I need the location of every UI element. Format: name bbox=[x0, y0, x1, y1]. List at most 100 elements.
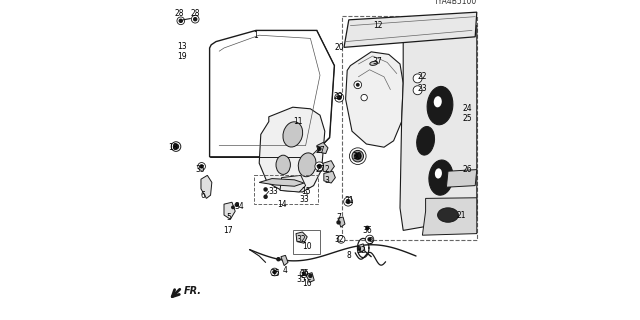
Text: 2: 2 bbox=[324, 165, 329, 174]
Circle shape bbox=[172, 142, 181, 151]
Ellipse shape bbox=[427, 86, 453, 125]
Ellipse shape bbox=[276, 155, 291, 174]
Circle shape bbox=[300, 270, 308, 277]
Text: 35: 35 bbox=[300, 269, 310, 278]
Circle shape bbox=[264, 195, 268, 199]
Text: 26: 26 bbox=[462, 165, 472, 174]
Bar bbox=[292, 230, 320, 254]
Circle shape bbox=[413, 74, 422, 83]
Polygon shape bbox=[324, 171, 335, 183]
Polygon shape bbox=[224, 202, 236, 219]
Circle shape bbox=[413, 86, 422, 95]
Polygon shape bbox=[422, 198, 477, 235]
Text: 31: 31 bbox=[344, 196, 354, 205]
Text: 14: 14 bbox=[276, 200, 287, 209]
Text: 33: 33 bbox=[300, 196, 310, 204]
Text: TYA4B5100: TYA4B5100 bbox=[433, 0, 477, 6]
Polygon shape bbox=[280, 175, 306, 192]
Text: 32: 32 bbox=[356, 246, 367, 255]
Text: 35: 35 bbox=[296, 276, 306, 284]
Circle shape bbox=[365, 226, 370, 230]
Text: 33: 33 bbox=[269, 188, 278, 196]
Circle shape bbox=[308, 274, 312, 278]
Circle shape bbox=[352, 150, 364, 162]
Circle shape bbox=[354, 152, 362, 160]
Polygon shape bbox=[323, 161, 334, 173]
Text: 32: 32 bbox=[296, 235, 306, 244]
Polygon shape bbox=[296, 232, 307, 243]
Circle shape bbox=[234, 203, 239, 207]
Text: 24: 24 bbox=[462, 104, 472, 113]
Ellipse shape bbox=[283, 122, 303, 147]
Text: FR.: FR. bbox=[184, 286, 202, 296]
Text: 7: 7 bbox=[337, 213, 342, 222]
Text: 23: 23 bbox=[417, 84, 428, 93]
Polygon shape bbox=[344, 12, 477, 47]
Text: 9: 9 bbox=[369, 237, 374, 246]
Text: 37: 37 bbox=[372, 57, 382, 66]
Text: 10: 10 bbox=[302, 242, 312, 251]
Text: 19: 19 bbox=[177, 52, 187, 61]
Text: 12: 12 bbox=[373, 21, 382, 30]
Text: 34: 34 bbox=[234, 202, 244, 211]
Polygon shape bbox=[306, 273, 314, 282]
Circle shape bbox=[317, 164, 322, 169]
Text: 36: 36 bbox=[362, 226, 372, 235]
Circle shape bbox=[315, 162, 324, 171]
Circle shape bbox=[367, 237, 372, 242]
Text: 4: 4 bbox=[282, 266, 287, 275]
Text: 17: 17 bbox=[223, 226, 233, 235]
Text: 3: 3 bbox=[324, 176, 329, 185]
Text: 25: 25 bbox=[462, 114, 472, 123]
Circle shape bbox=[339, 237, 344, 242]
Circle shape bbox=[264, 187, 268, 192]
Polygon shape bbox=[338, 217, 345, 227]
Circle shape bbox=[357, 247, 361, 251]
Circle shape bbox=[177, 17, 185, 25]
Circle shape bbox=[231, 205, 235, 209]
Text: 11: 11 bbox=[293, 117, 302, 126]
Text: 1: 1 bbox=[253, 31, 259, 40]
Polygon shape bbox=[201, 175, 212, 198]
Circle shape bbox=[346, 199, 351, 204]
Text: 27: 27 bbox=[315, 146, 325, 155]
Text: 28: 28 bbox=[191, 9, 200, 18]
Circle shape bbox=[193, 17, 197, 21]
Circle shape bbox=[179, 19, 183, 23]
Circle shape bbox=[356, 83, 360, 87]
Circle shape bbox=[415, 76, 420, 81]
Circle shape bbox=[302, 271, 307, 276]
Ellipse shape bbox=[434, 96, 442, 107]
Circle shape bbox=[335, 93, 344, 102]
Polygon shape bbox=[281, 255, 288, 266]
Circle shape bbox=[415, 88, 420, 93]
Polygon shape bbox=[358, 244, 365, 252]
Bar bbox=[342, 16, 477, 240]
Text: 22: 22 bbox=[418, 72, 427, 81]
Circle shape bbox=[354, 81, 362, 89]
Ellipse shape bbox=[298, 153, 316, 177]
Text: 35: 35 bbox=[270, 269, 280, 278]
Text: 35: 35 bbox=[195, 165, 205, 174]
Text: 18: 18 bbox=[168, 143, 177, 152]
Polygon shape bbox=[317, 142, 328, 154]
Circle shape bbox=[337, 236, 345, 243]
Ellipse shape bbox=[438, 208, 458, 222]
Circle shape bbox=[337, 220, 341, 225]
Circle shape bbox=[276, 257, 280, 261]
Circle shape bbox=[361, 94, 367, 101]
Ellipse shape bbox=[429, 160, 453, 195]
Circle shape bbox=[271, 268, 278, 276]
Text: 29: 29 bbox=[333, 92, 343, 101]
Circle shape bbox=[272, 270, 277, 274]
Circle shape bbox=[191, 15, 199, 23]
Ellipse shape bbox=[435, 168, 442, 179]
Circle shape bbox=[317, 147, 322, 151]
Text: 32: 32 bbox=[334, 235, 344, 244]
Text: 28: 28 bbox=[175, 9, 184, 18]
Circle shape bbox=[200, 164, 204, 169]
Text: 16: 16 bbox=[302, 279, 312, 288]
Circle shape bbox=[344, 197, 353, 206]
Polygon shape bbox=[346, 52, 403, 147]
Ellipse shape bbox=[370, 61, 378, 65]
